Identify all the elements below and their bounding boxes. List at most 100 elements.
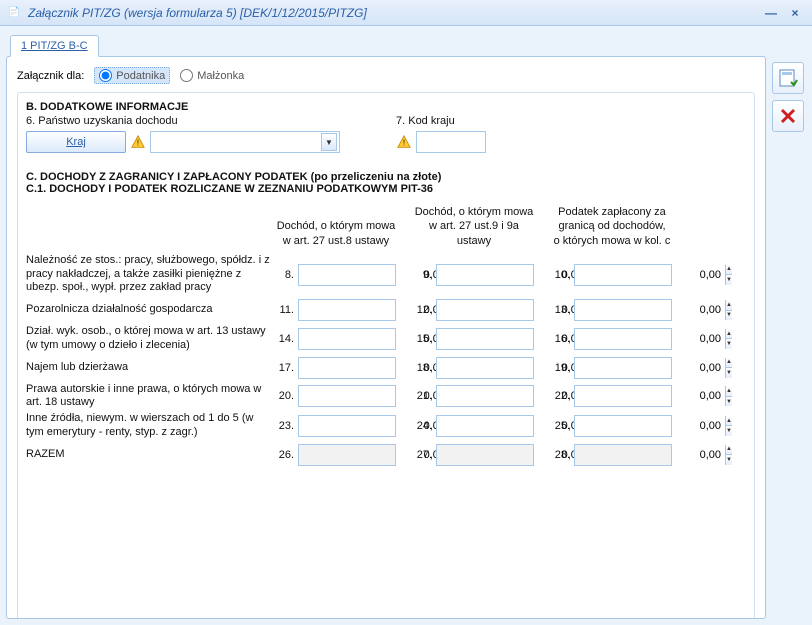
value-spinner[interactable]: ▲▼ <box>436 357 534 379</box>
cell-number: 8. <box>276 269 294 281</box>
cell-number: 22. <box>552 390 570 402</box>
col-header-1: Dochód, o którym mowa w art. 27 ust.8 us… <box>276 219 396 248</box>
value-spinner[interactable]: ▲▼ <box>574 357 672 379</box>
q7-label: 7. Kod kraju <box>396 115 486 127</box>
radio-podatnika[interactable]: Podatnika <box>94 67 170 84</box>
svg-text:!: ! <box>403 139 405 148</box>
form-container: B. DODATKOWE INFORMACJE 6. Państwo uzysk… <box>17 92 755 619</box>
spinner-up-icon[interactable]: ▲ <box>726 329 732 340</box>
cell-number: 10. <box>552 269 570 281</box>
cell-number: 17. <box>276 362 294 374</box>
attachment-for-row: Załącznik dla: Podatnika Małżonka <box>17 67 755 84</box>
cell-number: 13. <box>552 304 570 316</box>
radio-podatnika-input[interactable] <box>99 69 112 82</box>
radio-malzonka[interactable]: Małżonka <box>180 69 244 82</box>
table-row: Prawa autorskie i inne prawa, o których … <box>26 383 746 411</box>
value-spinner[interactable]: ▲▼ <box>436 415 534 437</box>
value-spinner[interactable]: ▲▼ <box>574 415 672 437</box>
spinner-up-icon[interactable]: ▲ <box>726 300 732 311</box>
minimize-button[interactable]: — <box>760 4 782 22</box>
attachment-for-label: Załącznik dla: <box>17 70 84 82</box>
country-code-input[interactable] <box>416 131 486 153</box>
cell-number: 19. <box>552 362 570 374</box>
value-spinner[interactable]: ▲▼ <box>574 264 672 286</box>
radio-podatnika-label: Podatnika <box>116 70 165 82</box>
value-spinner[interactable]: ▲▼ <box>436 264 534 286</box>
value-input <box>575 445 725 465</box>
row-label: Pozarolnicza działalność gospodarcza <box>26 303 272 317</box>
close-button[interactable]: × <box>784 4 806 22</box>
cell-number: 12. <box>414 304 432 316</box>
value-spinner[interactable]: ▲▼ <box>298 299 396 321</box>
value-input[interactable] <box>575 386 725 406</box>
row-label: Dział. wyk. osob., o której mowa w art. … <box>26 325 272 353</box>
cell-number: 20. <box>276 390 294 402</box>
tabbar: 1 PIT/ZG B-C <box>6 32 766 56</box>
value-spinner[interactable]: ▲▼ <box>574 328 672 350</box>
section-c1-title: C.1. DOCHODY I PODATEK ROZLICZANE W ZEZN… <box>26 183 746 195</box>
radio-malzonka-input[interactable] <box>180 69 193 82</box>
q6-label: 6. Państwo uzyskania dochodu <box>26 115 356 127</box>
spinner-up-icon[interactable]: ▲ <box>726 386 732 397</box>
spinner-down-icon[interactable]: ▼ <box>726 368 732 378</box>
table-row: Dział. wyk. osob., o której mowa w art. … <box>26 325 746 353</box>
cancel-button[interactable] <box>772 100 804 132</box>
spinner-up-icon[interactable]: ▲ <box>726 358 732 369</box>
value-input[interactable] <box>575 358 725 378</box>
value-input[interactable] <box>575 329 725 349</box>
value-spinner[interactable]: ▲▼ <box>574 299 672 321</box>
row-label: Prawa autorskie i inne prawa, o których … <box>26 383 272 411</box>
titlebar: 📄 Załącznik PIT/ZG (wersja formularza 5)… <box>0 0 812 26</box>
value-spinner[interactable]: ▲▼ <box>298 328 396 350</box>
save-button[interactable] <box>772 62 804 94</box>
spinner-up-icon[interactable]: ▲ <box>726 416 732 427</box>
value-spinner: ▲▼ <box>298 444 396 466</box>
main-panel: Załącznik dla: Podatnika Małżonka B. DOD… <box>6 56 766 619</box>
value-spinner[interactable]: ▲▼ <box>298 357 396 379</box>
cell-number: 11. <box>276 304 294 316</box>
section-c-title: C. DOCHODY Z ZAGRANICY I ZAPŁACONY PODAT… <box>26 171 746 183</box>
value-spinner[interactable]: ▲▼ <box>298 385 396 407</box>
kraj-button[interactable]: Kraj <box>26 131 126 153</box>
spinner-down-icon[interactable]: ▼ <box>726 311 732 321</box>
spinner-down-icon[interactable]: ▼ <box>726 397 732 407</box>
value-spinner: ▲▼ <box>574 444 672 466</box>
value-input[interactable] <box>575 300 725 320</box>
spinner-down-icon[interactable]: ▼ <box>726 339 732 349</box>
spinner-down-icon[interactable]: ▼ <box>726 455 732 465</box>
spinner-up-icon[interactable]: ▲ <box>726 445 732 456</box>
section-b-title: B. DODATKOWE INFORMACJE <box>26 101 746 113</box>
spinner-down-icon[interactable]: ▼ <box>726 426 732 436</box>
value-spinner[interactable]: ▲▼ <box>436 328 534 350</box>
row-label: Inne źródła, niewym. w wierszach od 1 do… <box>26 412 272 440</box>
cell-number: 26. <box>276 449 294 461</box>
value-spinner[interactable]: ▲▼ <box>436 385 534 407</box>
value-spinner[interactable]: ▲▼ <box>436 299 534 321</box>
row-label: Należność ze stos.: pracy, służbowego, s… <box>26 254 272 295</box>
col-header-3: Podatek zapłacony za granicą od dochodów… <box>552 205 672 248</box>
row-label: RAZEM <box>26 448 272 462</box>
table-row: Należność ze stos.: pracy, służbowego, s… <box>26 254 746 295</box>
cell-number: 27. <box>414 449 432 461</box>
cell-number: 16. <box>552 333 570 345</box>
country-combo[interactable]: ▼ <box>150 131 340 153</box>
warning-icon: ! <box>130 134 146 150</box>
cell-number: 15. <box>414 333 432 345</box>
table-row: Pozarolnicza działalność gospodarcza 11. ▲… <box>26 297 746 323</box>
spinner-up-icon[interactable]: ▲ <box>726 265 732 276</box>
cell-number: 24. <box>414 420 432 432</box>
cell-number: 21. <box>414 390 432 402</box>
tab-pitzg-bc[interactable]: 1 PIT/ZG B-C <box>10 35 99 57</box>
table-row: RAZEM 26. ▲▼ 27. ▲▼ 28. ▲▼ <box>26 442 746 468</box>
cell-number: 28. <box>552 449 570 461</box>
app-icon: 📄 <box>6 5 22 21</box>
col-header-2: Dochód, o którym mowa w art. 27 ust.9 i … <box>414 205 534 248</box>
spinner-down-icon[interactable]: ▼ <box>726 275 732 285</box>
value-spinner[interactable]: ▲▼ <box>298 264 396 286</box>
value-spinner: ▲▼ <box>436 444 534 466</box>
value-spinner[interactable]: ▲▼ <box>298 415 396 437</box>
value-spinner[interactable]: ▲▼ <box>574 385 672 407</box>
value-input[interactable] <box>575 416 725 436</box>
value-input[interactable] <box>575 265 725 285</box>
cell-number: 18. <box>414 362 432 374</box>
